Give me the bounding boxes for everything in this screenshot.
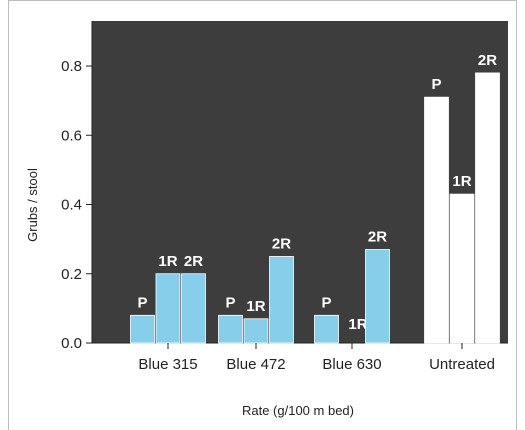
x-tick-label: Blue 630 <box>322 356 381 373</box>
bar-series-label: P <box>225 294 235 311</box>
bar-series-label: P <box>321 294 331 311</box>
bar <box>218 314 243 344</box>
bar <box>314 314 339 344</box>
bar-series-label: 1R <box>158 253 177 270</box>
bar <box>269 256 294 344</box>
bar-series-label: 2R <box>272 235 291 252</box>
bar-series-label: 2R <box>478 52 497 69</box>
bar <box>365 249 390 344</box>
bar-series-label: P <box>431 76 441 93</box>
bar-series-label: 1R <box>452 173 471 190</box>
x-tick-label: Blue 315 <box>138 356 197 373</box>
bar <box>449 193 475 344</box>
bar <box>424 96 449 344</box>
y-tick-label: 0.6 <box>61 127 82 144</box>
bar <box>130 314 155 344</box>
x-axis-title: Rate (g/100 m bed) <box>242 403 354 418</box>
y-tick-label: 0.0 <box>61 335 82 352</box>
bar <box>243 318 269 344</box>
x-tick-label: Blue 472 <box>226 356 285 373</box>
y-tick-label: 0.8 <box>61 58 82 75</box>
figure-frame <box>8 0 517 430</box>
bar <box>155 273 181 344</box>
y-tick-label: 0.2 <box>61 266 82 283</box>
bar <box>475 72 500 344</box>
y-tick-label: 0.4 <box>61 197 82 214</box>
bar-series-label: 1R <box>246 298 265 315</box>
x-tick-label: Untreated <box>429 356 495 373</box>
bar-series-label: 2R <box>368 229 387 246</box>
bar-series-label: P <box>137 294 147 311</box>
bar-series-label: 1R <box>348 316 367 333</box>
bar-series-label: 2R <box>184 253 203 270</box>
bar <box>181 273 206 344</box>
y-axis-title: Grubs / stool <box>25 168 40 242</box>
